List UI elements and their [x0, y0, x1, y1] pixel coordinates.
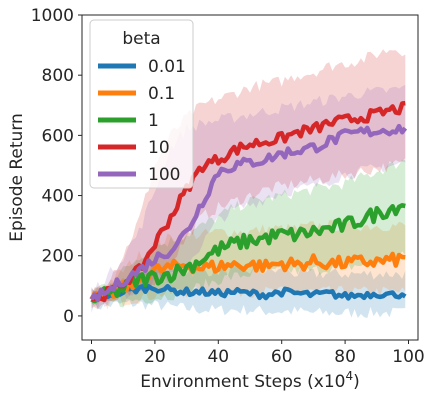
series-line-100 [89, 123, 408, 303]
series-line-1 [90, 203, 406, 304]
legend-items: 0.01 0.1 1 10 100 [98, 57, 186, 185]
y-tick-label: 600 [42, 126, 74, 146]
legend-label: 10 [148, 138, 170, 158]
legend: beta 0.01 0.1 1 10 100 [89, 19, 194, 189]
series-line-0.01 [90, 283, 407, 303]
x-tick-label: 0 [86, 347, 97, 367]
x-axis-label-exponent: 4 [345, 369, 353, 383]
legend-label: 1 [148, 111, 159, 131]
legend-label: 0.01 [148, 57, 186, 77]
legend-label: 100 [148, 165, 180, 185]
plot-frame [81, 14, 419, 341]
x-tick-label: 20 [144, 347, 166, 367]
x-axis-label-close: ) [353, 372, 360, 392]
x-axis-ticks: 0 20 40 60 80 100 [86, 340, 425, 367]
x-tick-label: 60 [271, 347, 293, 367]
y-tick-label: 1000 [31, 6, 74, 26]
band-10 [91, 49, 406, 310]
band-1 [91, 159, 406, 308]
y-tick-label: 0 [63, 307, 74, 327]
y-axis-ticks: 0 200 400 600 800 1000 [31, 6, 82, 327]
legend-title: beta [122, 29, 160, 49]
y-tick-label: 400 [42, 187, 74, 207]
y-tick-label: 200 [42, 247, 74, 267]
x-tick-label: 100 [392, 347, 424, 367]
legend-label: 0.1 [148, 84, 175, 104]
y-tick-label: 800 [42, 66, 74, 86]
y-axis-label: Episode Return [7, 113, 27, 242]
x-tick-label: 40 [207, 347, 229, 367]
x-axis-label: Environment Steps (x104) [140, 369, 360, 392]
series-lines [89, 100, 408, 304]
x-axis-label-text: Environment Steps (x10 [140, 372, 345, 392]
x-tick-label: 80 [334, 347, 356, 367]
